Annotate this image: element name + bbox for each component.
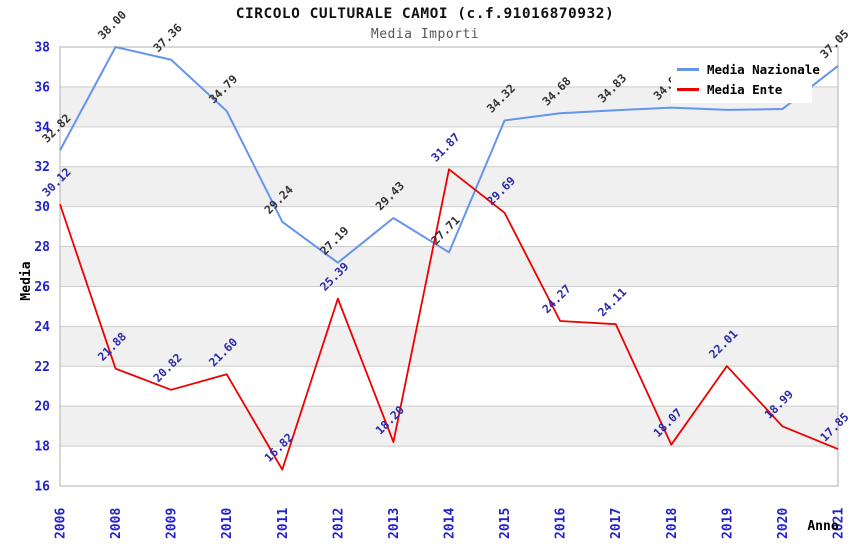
x-tick-label: 2006 bbox=[54, 508, 69, 539]
x-tick-label: 2015 bbox=[498, 508, 513, 539]
x-tick-label: 2021 bbox=[832, 508, 847, 539]
series-line-media-nazionale bbox=[59, 46, 839, 264]
x-tick-label: 2014 bbox=[443, 508, 458, 539]
x-tick-label: 2008 bbox=[109, 508, 124, 539]
x-axis-ticks: 2006 2008 2009 2010 2011 2012 2013 2014 2015 2016… bbox=[54, 508, 847, 539]
y-tick-label: 32 bbox=[34, 160, 50, 175]
band-gray bbox=[60, 326, 838, 367]
y-tick-label: 34 bbox=[34, 120, 50, 135]
y-tick-label: 18 bbox=[34, 440, 50, 455]
band-white bbox=[60, 206, 838, 247]
legend-label-media-ente: Media Ente bbox=[707, 81, 783, 97]
y-axis-title: Media bbox=[19, 261, 34, 300]
band-white bbox=[60, 446, 838, 486]
band-white bbox=[60, 126, 838, 167]
x-tick-label: 2013 bbox=[387, 508, 402, 539]
y-tick-label: 24 bbox=[34, 320, 50, 335]
y-tick-label: 26 bbox=[34, 280, 50, 295]
chart-title: CIRCOLO CULTURALE CAMOI (c.f.91016870932… bbox=[235, 6, 615, 22]
y-tick-label: 28 bbox=[34, 240, 50, 255]
band-white bbox=[60, 366, 838, 407]
x-tick-label: 2020 bbox=[776, 508, 791, 539]
y-tick-label: 30 bbox=[34, 200, 50, 215]
y-tick-label: 36 bbox=[34, 80, 50, 95]
x-axis-title: Anno bbox=[807, 519, 838, 534]
x-tick-label: 2018 bbox=[665, 508, 680, 539]
series-line-media-ente bbox=[59, 168, 839, 471]
y-tick-label: 16 bbox=[34, 480, 50, 495]
x-tick-label: 2019 bbox=[720, 508, 735, 539]
band-gray bbox=[60, 406, 838, 447]
y-tick-label: 38 bbox=[34, 41, 50, 56]
x-tick-label: 2012 bbox=[331, 508, 346, 539]
point-label: 38.00 bbox=[95, 8, 129, 42]
plot-frame bbox=[59, 46, 839, 487]
x-tick-label: 2011 bbox=[276, 508, 291, 539]
x-tick-label: 2009 bbox=[165, 508, 180, 539]
x-tick-label: 2017 bbox=[609, 508, 624, 539]
x-tick-label: 2016 bbox=[554, 508, 569, 539]
legend: Media Nazionale Media Ente bbox=[671, 56, 820, 103]
x-tick-label: 2010 bbox=[220, 508, 235, 539]
y-tick-label: 20 bbox=[34, 400, 50, 415]
band-white bbox=[60, 286, 838, 327]
legend-item-media-nazionale: Media Nazionale bbox=[677, 59, 820, 79]
legend-item-media-ente: Media Ente bbox=[677, 79, 812, 99]
y-axis-ticks: 16 18 20 22 24 26 28 30 32 34 36 38 bbox=[34, 41, 50, 495]
legend-line-swatch-media-ente bbox=[677, 87, 699, 91]
legend-label-media-nazionale: Media Nazionale bbox=[707, 61, 820, 77]
grid-bands bbox=[60, 47, 838, 486]
chart-subtitle: Media Importi bbox=[370, 27, 480, 42]
y-tick-label: 22 bbox=[34, 360, 50, 375]
legend-line-swatch-media-nazionale bbox=[677, 67, 699, 71]
